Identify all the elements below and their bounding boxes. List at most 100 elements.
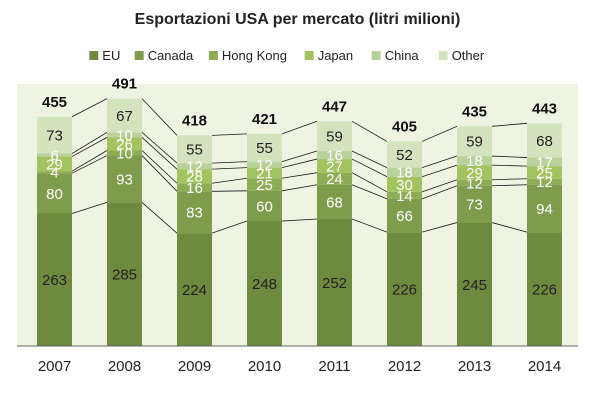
bar-china-2007: [37, 153, 72, 157]
x-axis: 2007 2008 2009 2010 2011 2012 2013 2014: [17, 345, 578, 375]
bar-canada-2014: [527, 184, 562, 233]
bar-japan-2007: [37, 156, 72, 172]
bar-china-2014: [527, 157, 562, 167]
legend-label-eu: EU: [102, 48, 120, 63]
data-label-hong-kong-2012: 14: [396, 188, 413, 205]
x-tick-label-2010: 2010: [248, 358, 281, 375]
connector-line: [211, 220, 248, 234]
plot-area: [17, 84, 578, 346]
legend-swatch-eu: [89, 51, 99, 60]
connector-line: [211, 133, 248, 136]
connector-line: [141, 137, 178, 170]
connector-line: [351, 120, 388, 142]
chart-title: Esportazioni USA per mercato (litri mili…: [135, 11, 461, 28]
bar-eu-2013: [457, 222, 492, 346]
connector-line: [351, 172, 388, 193]
bar-china-2008: [107, 132, 142, 138]
total-label-2014: 443: [532, 100, 557, 117]
connector-line: [211, 177, 248, 184]
connector-line: [71, 155, 108, 174]
data-label-other-2012: 52: [396, 147, 413, 164]
connector-line: [141, 155, 178, 192]
legend-swatch-china: [371, 51, 381, 60]
connector-line: [491, 164, 528, 167]
x-tick-label-2007: 2007: [38, 358, 71, 375]
connector-line: [421, 179, 458, 193]
data-label-canada-2008: 93: [116, 171, 133, 188]
x-tick-label-2013: 2013: [458, 358, 491, 375]
bar-hong-kong-2007: [37, 171, 72, 174]
connector-lines: [71, 98, 528, 234]
legend-label-canada: Canada: [148, 48, 194, 63]
bar-japan-2012: [387, 176, 422, 192]
data-label-other-2011: 59: [326, 129, 343, 146]
connector-line: [211, 161, 248, 164]
connector-line: [141, 202, 178, 234]
data-label-hong-kong-2009: 16: [186, 180, 203, 197]
connector-line: [281, 184, 318, 192]
bar-other-2011: [317, 121, 352, 152]
bar-japan-2009: [177, 169, 212, 184]
total-label-2007: 455: [42, 94, 67, 111]
bar-eu-2011: [317, 219, 352, 346]
connector-line: [71, 132, 108, 154]
bar-eu-2007: [37, 213, 72, 346]
bar-other-2007: [37, 116, 72, 154]
legend-label-japan: Japan: [318, 48, 353, 63]
connector-line: [351, 184, 388, 200]
connector-line: [491, 222, 528, 233]
legend-label-other: Other: [452, 48, 485, 63]
data-label-canada-2014: 94: [536, 201, 553, 218]
bar-other-2008: [107, 98, 142, 133]
bar-hong-kong-2013: [457, 179, 492, 186]
bar-china-2010: [247, 161, 282, 168]
connector-line: [71, 98, 108, 118]
bar-other-2010: [247, 133, 282, 162]
data-label-japan-2008: 26: [116, 136, 133, 153]
data-label-china-2012: 18: [396, 165, 413, 182]
legend: EU Canada Hong Kong Japan China Other: [89, 48, 485, 63]
data-label-eu-2007: 263: [42, 272, 67, 289]
data-label-hong-kong-2008: 10: [116, 146, 133, 163]
bar-hong-kong-2014: [527, 178, 562, 185]
data-label-eu-2010: 248: [252, 276, 277, 293]
data-labels-layer: 2638042967328593102610672248316281255248…: [42, 108, 557, 299]
total-label-2009: 418: [182, 112, 207, 129]
legend-label-china: China: [385, 48, 420, 63]
legend-swatch-japan: [304, 51, 314, 60]
x-tick-label-2009: 2009: [178, 358, 211, 375]
connector-line: [421, 164, 458, 178]
x-tick-label-2014: 2014: [528, 358, 561, 375]
data-label-other-2010: 55: [256, 140, 273, 157]
data-label-china-2013: 18: [466, 153, 483, 170]
data-label-hong-kong-2013: 12: [466, 175, 483, 192]
x-tick-label-2008: 2008: [108, 358, 141, 375]
x-tick-label-2011: 2011: [318, 358, 350, 375]
bar-canada-2007: [37, 173, 72, 214]
data-label-china-2007: 6: [50, 148, 58, 165]
bar-canada-2009: [177, 191, 212, 234]
data-label-japan-2009: 28: [186, 169, 203, 186]
bar-china-2011: [317, 151, 352, 160]
legend-label-hong-kong: Hong Kong: [222, 48, 287, 63]
data-label-eu-2008: 285: [112, 267, 137, 284]
data-label-other-2013: 59: [466, 134, 483, 151]
data-label-china-2008: 10: [116, 127, 133, 144]
total-label-2011: 447: [322, 98, 347, 115]
data-label-hong-kong-2014: 12: [536, 174, 553, 191]
bar-hong-kong-2011: [317, 172, 352, 185]
data-label-hong-kong-2007: 4: [50, 165, 58, 182]
data-label-canada-2013: 73: [466, 197, 483, 214]
connector-line: [281, 120, 318, 135]
data-label-japan-2011: 27: [326, 158, 343, 175]
total-labels-layer: 455 491 418 421 447 405 435 443: [42, 76, 557, 136]
data-label-japan-2014: 25: [536, 165, 553, 182]
data-label-eu-2009: 224: [182, 282, 207, 299]
connector-line: [71, 137, 108, 157]
data-label-other-2007: 73: [46, 128, 63, 145]
connector-line: [211, 190, 248, 192]
bar-other-2013: [457, 126, 492, 157]
bar-japan-2011: [317, 159, 352, 173]
bar-eu-2008: [107, 202, 142, 346]
